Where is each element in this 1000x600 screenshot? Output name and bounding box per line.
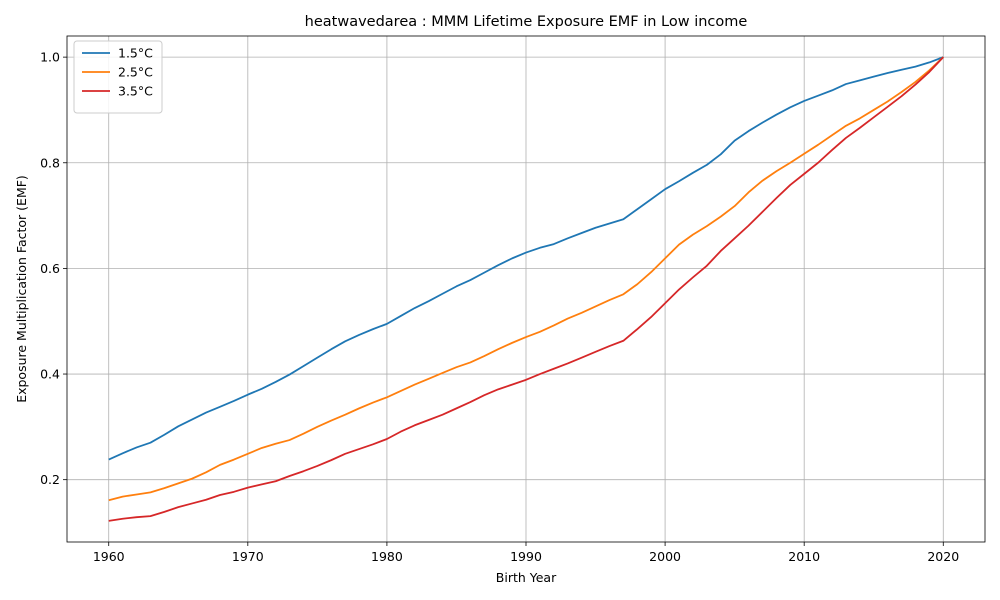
y-tick-label: 0.4 (40, 367, 60, 382)
x-tick-label: 2010 (788, 549, 820, 564)
x-tick-label: 1980 (371, 549, 403, 564)
y-tick-label: 1.0 (40, 50, 60, 65)
x-tick-label: 2000 (649, 549, 681, 564)
y-tick-label: 0.6 (40, 261, 60, 276)
y-tick-label: 0.8 (40, 155, 60, 170)
grid (67, 36, 985, 542)
series-lines (108, 56, 944, 522)
legend: 1.5°C 2.5°C 3.5°C (73, 40, 163, 114)
x-axis-label: Birth Year (496, 570, 557, 585)
y-axis-ticks: 0.2 0.4 0.6 0.8 1.0 (40, 50, 67, 487)
legend-label: 1.5°C (118, 46, 153, 61)
x-tick-label: 1960 (93, 549, 125, 564)
chart-title: heatwavedarea : MMM Lifetime Exposure EM… (305, 14, 748, 30)
legend-label: 2.5°C (118, 65, 153, 80)
y-tick-label: 0.2 (40, 472, 60, 487)
series-line-1 (108, 56, 944, 461)
legend-label: 3.5°C (118, 84, 153, 99)
x-tick-label: 1970 (232, 549, 264, 564)
legend-box (73, 40, 163, 114)
series-line-3 (108, 56, 944, 522)
series-line-2 (108, 56, 944, 502)
x-tick-label: 1990 (510, 549, 542, 564)
x-axis-ticks: 1960 1970 1980 1990 2000 2010 2020 (93, 542, 959, 564)
y-axis-label: Exposure Multiplication Factor (EMF) (14, 175, 29, 403)
x-tick-label: 2020 (927, 549, 959, 564)
